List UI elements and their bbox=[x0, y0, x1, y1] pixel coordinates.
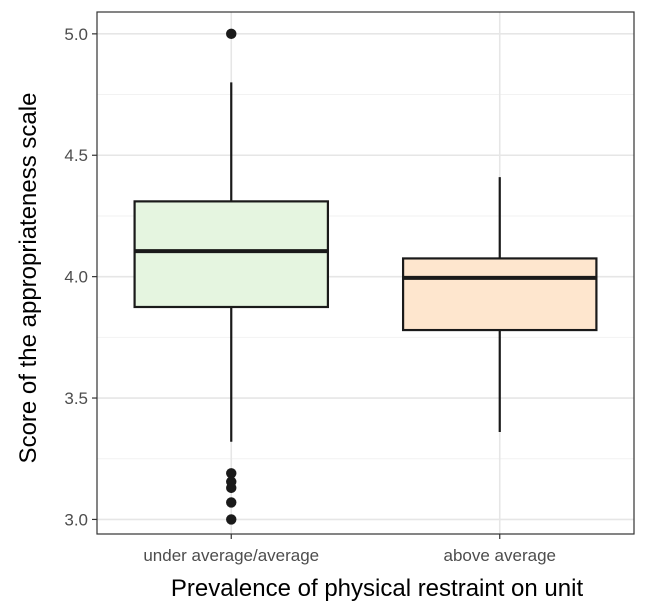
outlier-point bbox=[226, 482, 237, 494]
x-tick-label: above average bbox=[444, 546, 556, 565]
box-group bbox=[401, 177, 598, 433]
outlier-point bbox=[226, 28, 237, 40]
y-tick-label: 4.5 bbox=[64, 146, 88, 165]
box-iqr bbox=[401, 257, 598, 332]
y-tick-label: 4.0 bbox=[64, 268, 88, 287]
x-axis-title: Prevalence of physical restraint on unit bbox=[171, 575, 584, 602]
y-axis: 3.0 3.5 4.0 4.5 5.0 bbox=[64, 25, 97, 529]
box-group bbox=[133, 28, 330, 525]
y-axis-title: Score of the appropriateness scale bbox=[15, 93, 42, 464]
box-iqr bbox=[133, 200, 330, 309]
outlier-point bbox=[226, 514, 237, 525]
box-series bbox=[133, 28, 598, 525]
x-tick-label: under average/average bbox=[143, 546, 319, 565]
plot-panel-border bbox=[96, 11, 635, 535]
x-axis: under average/average above average bbox=[143, 534, 556, 565]
outlier-point bbox=[226, 497, 237, 508]
outlier-point bbox=[226, 468, 237, 479]
y-tick-label: 3.0 bbox=[64, 510, 88, 529]
y-tick-label: 3.5 bbox=[64, 389, 88, 408]
y-tick-label: 5.0 bbox=[64, 25, 88, 44]
